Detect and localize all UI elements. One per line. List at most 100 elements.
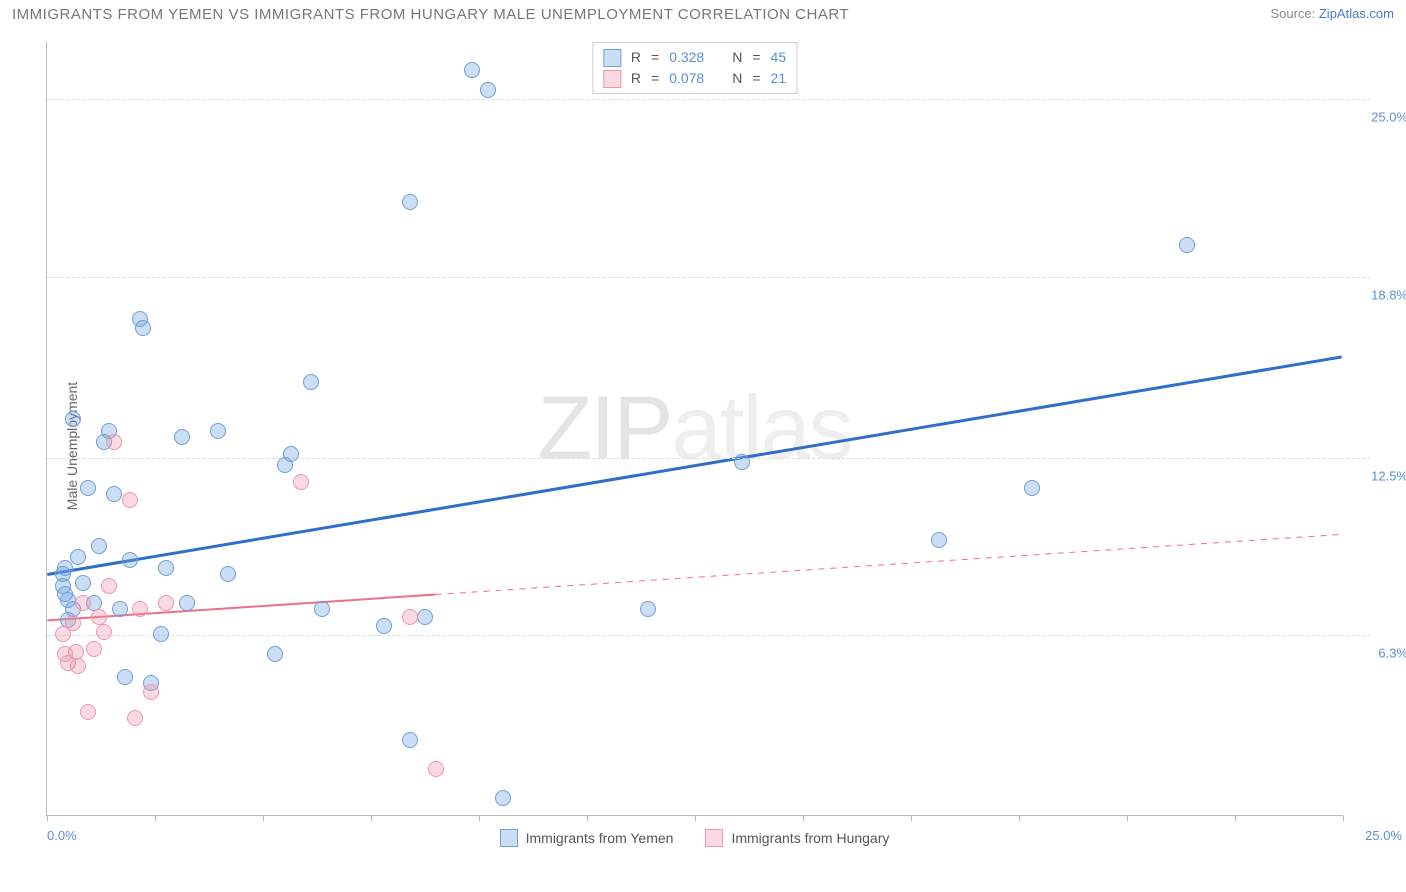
- data-point-yemen: [135, 320, 151, 336]
- y-tick-label: 6.3%: [1378, 646, 1406, 661]
- series-legend: Immigrants from Yemen Immigrants from Hu…: [47, 829, 1342, 847]
- x-tick-mark: [155, 815, 156, 821]
- data-point-hungary: [96, 624, 112, 640]
- data-point-yemen: [220, 566, 236, 582]
- legend-swatch-yemen: [500, 829, 518, 847]
- data-point-hungary: [402, 609, 418, 625]
- data-point-hungary: [75, 595, 91, 611]
- data-point-yemen: [417, 609, 433, 625]
- watermark-part2: atlas: [671, 378, 851, 478]
- x-tick-mark: [479, 815, 480, 821]
- data-point-hungary: [132, 601, 148, 617]
- x-tick-mark: [1235, 815, 1236, 821]
- scatter-plot-area: ZIPatlas R = 0.328 N = 45 R = 0.078 N = …: [46, 42, 1342, 816]
- trend-lines-layer: [47, 42, 1342, 815]
- data-point-yemen: [480, 82, 496, 98]
- n-value-yemen: 45: [771, 47, 787, 68]
- data-point-yemen: [1179, 237, 1195, 253]
- eq-sign: =: [651, 47, 659, 68]
- eq-sign: =: [651, 68, 659, 89]
- r-value-yemen: 0.328: [669, 47, 704, 68]
- legend-label-yemen: Immigrants from Yemen: [526, 830, 674, 846]
- x-tick-mark: [1019, 815, 1020, 821]
- data-point-hungary: [122, 492, 138, 508]
- correlation-legend: R = 0.328 N = 45 R = 0.078 N = 21: [592, 42, 797, 94]
- r-value-hungary: 0.078: [669, 68, 704, 89]
- x-tick-mark: [803, 815, 804, 821]
- data-point-yemen: [495, 790, 511, 806]
- watermark-part1: ZIP: [537, 378, 671, 478]
- legend-swatch-yemen: [603, 49, 621, 67]
- source-link[interactable]: ZipAtlas.com: [1319, 6, 1394, 21]
- chart-title: IMMIGRANTS FROM YEMEN VS IMMIGRANTS FROM…: [12, 6, 849, 23]
- trend-line-hungary-extrapolated: [436, 534, 1342, 594]
- n-label: N: [732, 47, 742, 68]
- eq-sign: =: [752, 68, 760, 89]
- data-point-hungary: [65, 615, 81, 631]
- data-point-hungary: [428, 761, 444, 777]
- data-point-hungary: [127, 710, 143, 726]
- data-point-yemen: [267, 646, 283, 662]
- data-point-yemen: [179, 595, 195, 611]
- data-point-hungary: [106, 434, 122, 450]
- data-point-yemen: [1024, 480, 1040, 496]
- data-point-yemen: [640, 601, 656, 617]
- legend-row-hungary: R = 0.078 N = 21: [603, 68, 786, 89]
- x-tick-mark: [911, 815, 912, 821]
- data-point-hungary: [86, 641, 102, 657]
- trend-line-yemen: [47, 357, 1341, 575]
- data-point-yemen: [91, 538, 107, 554]
- data-point-hungary: [293, 474, 309, 490]
- data-point-yemen: [122, 552, 138, 568]
- r-label: R: [631, 47, 641, 68]
- data-point-yemen: [402, 194, 418, 210]
- data-point-hungary: [158, 595, 174, 611]
- data-point-hungary: [70, 658, 86, 674]
- data-point-yemen: [314, 601, 330, 617]
- source-attribution: Source: ZipAtlas.com: [1270, 6, 1394, 21]
- gridline: [47, 277, 1370, 278]
- y-tick-label: 18.8%: [1371, 288, 1406, 303]
- y-tick-label: 25.0%: [1371, 110, 1406, 125]
- x-tick-mark: [47, 815, 48, 821]
- data-point-yemen: [376, 618, 392, 634]
- data-point-yemen: [464, 62, 480, 78]
- watermark: ZIPatlas: [537, 377, 851, 480]
- y-tick-label: 12.5%: [1371, 468, 1406, 483]
- x-tick-mark: [263, 815, 264, 821]
- legend-item-hungary: Immigrants from Hungary: [705, 829, 889, 847]
- data-point-yemen: [734, 454, 750, 470]
- data-point-yemen: [106, 486, 122, 502]
- data-point-hungary: [143, 684, 159, 700]
- x-tick-label: 0.0%: [47, 828, 77, 843]
- n-value-hungary: 21: [771, 68, 787, 89]
- data-point-yemen: [75, 575, 91, 591]
- data-point-yemen: [117, 669, 133, 685]
- data-point-yemen: [303, 374, 319, 390]
- source-prefix: Source:: [1270, 6, 1318, 21]
- legend-label-hungary: Immigrants from Hungary: [731, 830, 889, 846]
- data-point-yemen: [283, 446, 299, 462]
- legend-swatch-hungary: [705, 829, 723, 847]
- legend-row-yemen: R = 0.328 N = 45: [603, 47, 786, 68]
- data-point-yemen: [402, 732, 418, 748]
- x-tick-mark: [587, 815, 588, 821]
- data-point-yemen: [158, 560, 174, 576]
- data-point-yemen: [153, 626, 169, 642]
- data-point-yemen: [70, 549, 86, 565]
- x-tick-mark: [1127, 815, 1128, 821]
- x-tick-label: 25.0%: [1365, 828, 1402, 843]
- data-point-yemen: [112, 601, 128, 617]
- x-tick-mark: [695, 815, 696, 821]
- gridline: [47, 458, 1370, 459]
- data-point-hungary: [101, 578, 117, 594]
- data-point-yemen: [65, 411, 81, 427]
- x-tick-mark: [371, 815, 372, 821]
- x-tick-mark: [1343, 815, 1344, 821]
- r-label: R: [631, 68, 641, 89]
- gridline: [47, 635, 1370, 636]
- n-label: N: [732, 68, 742, 89]
- legend-swatch-hungary: [603, 70, 621, 88]
- gridline: [47, 99, 1370, 100]
- eq-sign: =: [752, 47, 760, 68]
